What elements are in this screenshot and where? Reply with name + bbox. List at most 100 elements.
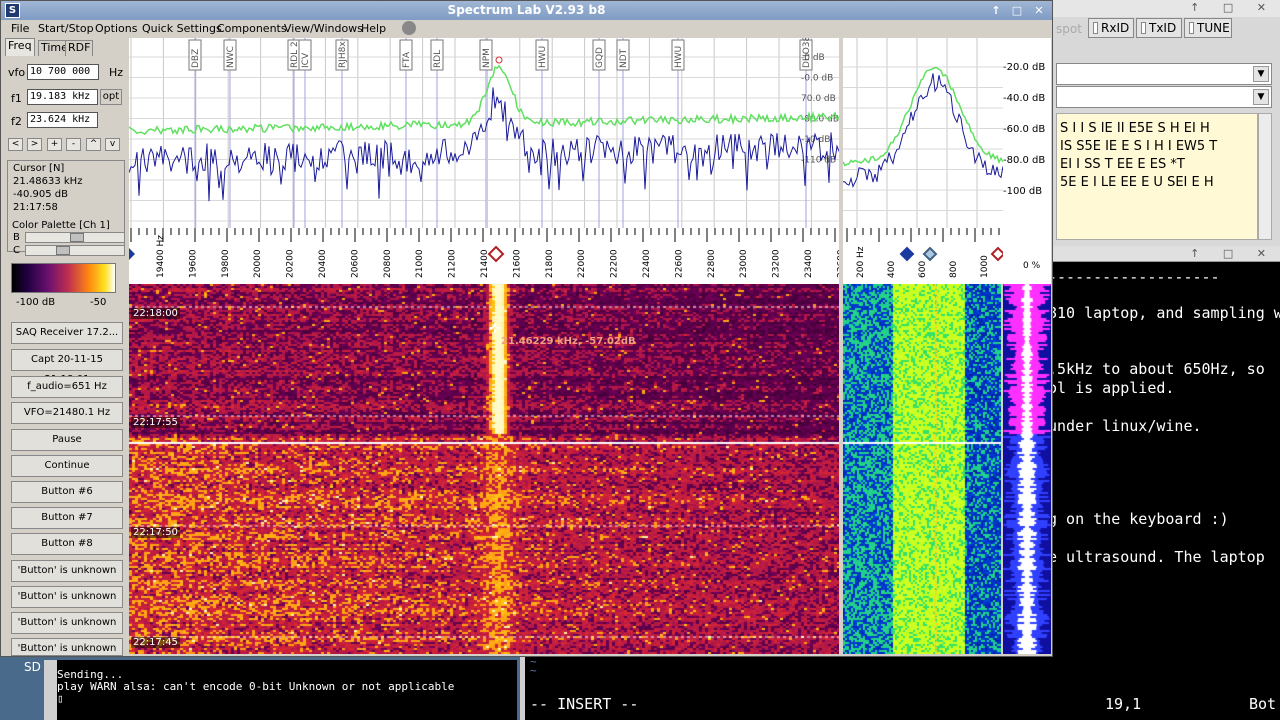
frequency-tick-label: 21800 bbox=[545, 249, 555, 278]
brightness-slider[interactable] bbox=[25, 232, 125, 243]
audio-marker-icon[interactable] bbox=[990, 246, 1003, 262]
cw-combo-1[interactable]: ▼ bbox=[1056, 63, 1272, 85]
unknown-button[interactable]: 'Button' is unknown bbox=[11, 612, 123, 634]
audio-marker-icon[interactable] bbox=[922, 246, 938, 262]
frequency-tick-label: 20400 bbox=[318, 249, 328, 278]
unknown-button[interactable]: 'Button' is unknown bbox=[11, 586, 123, 608]
waterfall-display[interactable] bbox=[129, 284, 839, 654]
up-button[interactable]: ^ bbox=[86, 138, 101, 151]
zoom-in-button[interactable]: + bbox=[47, 138, 62, 151]
vfo-input[interactable]: 10 700 000 bbox=[27, 64, 99, 80]
unknown-button[interactable]: 'Button' is unknown bbox=[11, 560, 123, 582]
txid-button[interactable]: TxID bbox=[1136, 18, 1182, 38]
audio-waterfall-display[interactable] bbox=[843, 284, 1001, 654]
station-label: HWU bbox=[674, 46, 684, 68]
f-audio-button[interactable]: f_audio=651 Hz bbox=[11, 376, 123, 398]
cw-decoded-text[interactable]: S I I S IE II E5E S H EI H IS S5E IE E S… bbox=[1056, 113, 1258, 240]
audio-frequency-axis[interactable]: 200 Hz 400 600 800 1000 bbox=[843, 228, 1003, 284]
f1-marker-icon[interactable] bbox=[129, 248, 135, 260]
unknown-button[interactable]: 'Button' is unknown bbox=[11, 638, 123, 656]
continue-button[interactable]: Continue bbox=[11, 455, 123, 477]
frequency-tick-label: 20600 bbox=[350, 249, 360, 278]
menu-options[interactable]: Options bbox=[95, 22, 138, 35]
audio-tick-label: 200 Hz bbox=[856, 246, 866, 278]
saq-receiver-button[interactable]: SAQ Receiver 17.2... bbox=[11, 322, 123, 344]
button-6[interactable]: Button #6 bbox=[11, 481, 123, 503]
db-axis-label: -60.0 dB bbox=[1003, 124, 1046, 135]
station-marker bbox=[592, 39, 606, 71]
vfo-button[interactable]: VFO=21480.1 Hz bbox=[11, 402, 123, 424]
frequency-tick-label: 21600 bbox=[512, 249, 522, 278]
contrast-slider[interactable] bbox=[25, 245, 125, 256]
frequency-axis[interactable]: 19400 Hz 19600 19800 20000 20200 20400 20600 20… bbox=[129, 228, 839, 284]
button-8[interactable]: Button #8 bbox=[11, 533, 123, 555]
station-label: NDT bbox=[619, 48, 629, 68]
station-label: DBZ bbox=[191, 49, 201, 68]
app-icon[interactable]: S bbox=[5, 3, 20, 18]
pause-button[interactable]: Pause bbox=[11, 429, 123, 451]
chevron-down-icon[interactable]: ▼ bbox=[1253, 66, 1269, 82]
f2-input[interactable]: 23.624 kHz bbox=[27, 112, 98, 128]
menu-help[interactable]: Help bbox=[361, 22, 387, 35]
f2-label: f2 bbox=[11, 115, 22, 128]
scroll-right-button[interactable]: > bbox=[27, 138, 42, 151]
cw-scrollbar[interactable] bbox=[1258, 113, 1272, 240]
db-axis-label: -100 dB bbox=[1003, 186, 1043, 197]
station-label: ICV bbox=[301, 52, 311, 68]
terminal-titlebar: ↑ □ ✕ bbox=[1053, 246, 1280, 262]
down-button[interactable]: v bbox=[105, 138, 120, 151]
station-label: NWC bbox=[226, 46, 236, 68]
slider-knob[interactable] bbox=[70, 233, 84, 242]
close-icon[interactable]: ✕ bbox=[1034, 4, 1044, 17]
audio-spectrum-plot[interactable] bbox=[843, 38, 1003, 228]
arrow-up-icon[interactable]: ↑ bbox=[991, 4, 1001, 17]
button-7[interactable]: Button #7 bbox=[11, 507, 123, 529]
f1-opt-button[interactable]: opt bbox=[100, 89, 122, 105]
frequency-tick-label: 22600 bbox=[674, 249, 684, 278]
scope-waterfall-display[interactable] bbox=[1003, 284, 1051, 654]
menu-file[interactable]: File bbox=[11, 22, 30, 35]
audio-tick-label: 800 bbox=[949, 261, 959, 278]
scroll-left-button[interactable]: < bbox=[8, 138, 23, 151]
station-label: HWU bbox=[538, 46, 548, 68]
vim-terminal[interactable]: ~ ~ -- INSERT -- 19,1 Bot bbox=[520, 655, 1280, 720]
terminal-line: ol is applied. bbox=[1053, 379, 1175, 397]
maximize-icon[interactable]: □ bbox=[1011, 4, 1023, 17]
frequency-tick-label: 22400 bbox=[642, 249, 652, 278]
window-title: Spectrum Lab V2.93 b8 bbox=[447, 3, 606, 17]
cursor-readout: 21.46229 kHz, -57.02dB bbox=[501, 336, 636, 347]
f1-input[interactable]: 19.183 kHz bbox=[27, 89, 98, 105]
vim-tilde: ~ ~ bbox=[530, 655, 537, 677]
spectrum-plot[interactable]: DBZ NWC RDL 2 ICV RJH8x FTA RDL NPM HWU GQD NDT HWU… bbox=[129, 38, 839, 228]
station-marker bbox=[298, 39, 312, 71]
console-line: ▯ bbox=[57, 692, 64, 705]
tune-button[interactable]: TUNE bbox=[1184, 18, 1232, 38]
console-terminal[interactable]: Sending... play WARN alsa: can't encode … bbox=[44, 660, 517, 720]
chevron-down-icon[interactable]: ▼ bbox=[1253, 89, 1269, 105]
station-marker bbox=[616, 39, 630, 71]
menu-components[interactable]: Components bbox=[217, 22, 287, 35]
vim-position: 19,1 bbox=[1105, 695, 1142, 713]
slider-knob[interactable] bbox=[56, 246, 70, 255]
zoom-out-button[interactable]: - bbox=[66, 138, 81, 151]
menu-view-windows[interactable]: View/Windows bbox=[284, 22, 363, 35]
menu-start-stop[interactable]: Start/Stop bbox=[38, 22, 94, 35]
capture-button[interactable]: Capt 20-11-15 21:18:01 bbox=[11, 349, 123, 385]
terminal-window[interactable]: ------------------- 810 laptop, and sampl… bbox=[1053, 262, 1280, 720]
rxid-button[interactable]: RxID bbox=[1088, 18, 1134, 38]
percent-label: 0 % bbox=[1023, 261, 1041, 271]
frequency-tick-label: 19400 Hz bbox=[156, 235, 166, 278]
tab-rdf[interactable]: RDF bbox=[65, 40, 94, 56]
frequency-tick-label: 20200 bbox=[286, 249, 296, 278]
tab-freq[interactable]: Freq bbox=[5, 38, 35, 56]
menu-quick-settings[interactable]: Quick Settings bbox=[142, 22, 222, 35]
vfo-marker-icon[interactable] bbox=[487, 245, 505, 263]
frequency-tick-label: 23000 bbox=[739, 249, 749, 278]
peak-marker-icon bbox=[495, 56, 503, 64]
station-marker bbox=[799, 39, 813, 71]
audio-marker-icon[interactable] bbox=[899, 246, 915, 262]
title-bar: S Spectrum Lab V2.93 b8 ↑ □ ✕ bbox=[1, 1, 1052, 20]
cw-text-line: S I I S IE II E5E S H EI H bbox=[1060, 121, 1210, 136]
console-scrollbar[interactable] bbox=[44, 660, 57, 720]
cw-combo-2[interactable]: ▼ bbox=[1056, 86, 1272, 108]
